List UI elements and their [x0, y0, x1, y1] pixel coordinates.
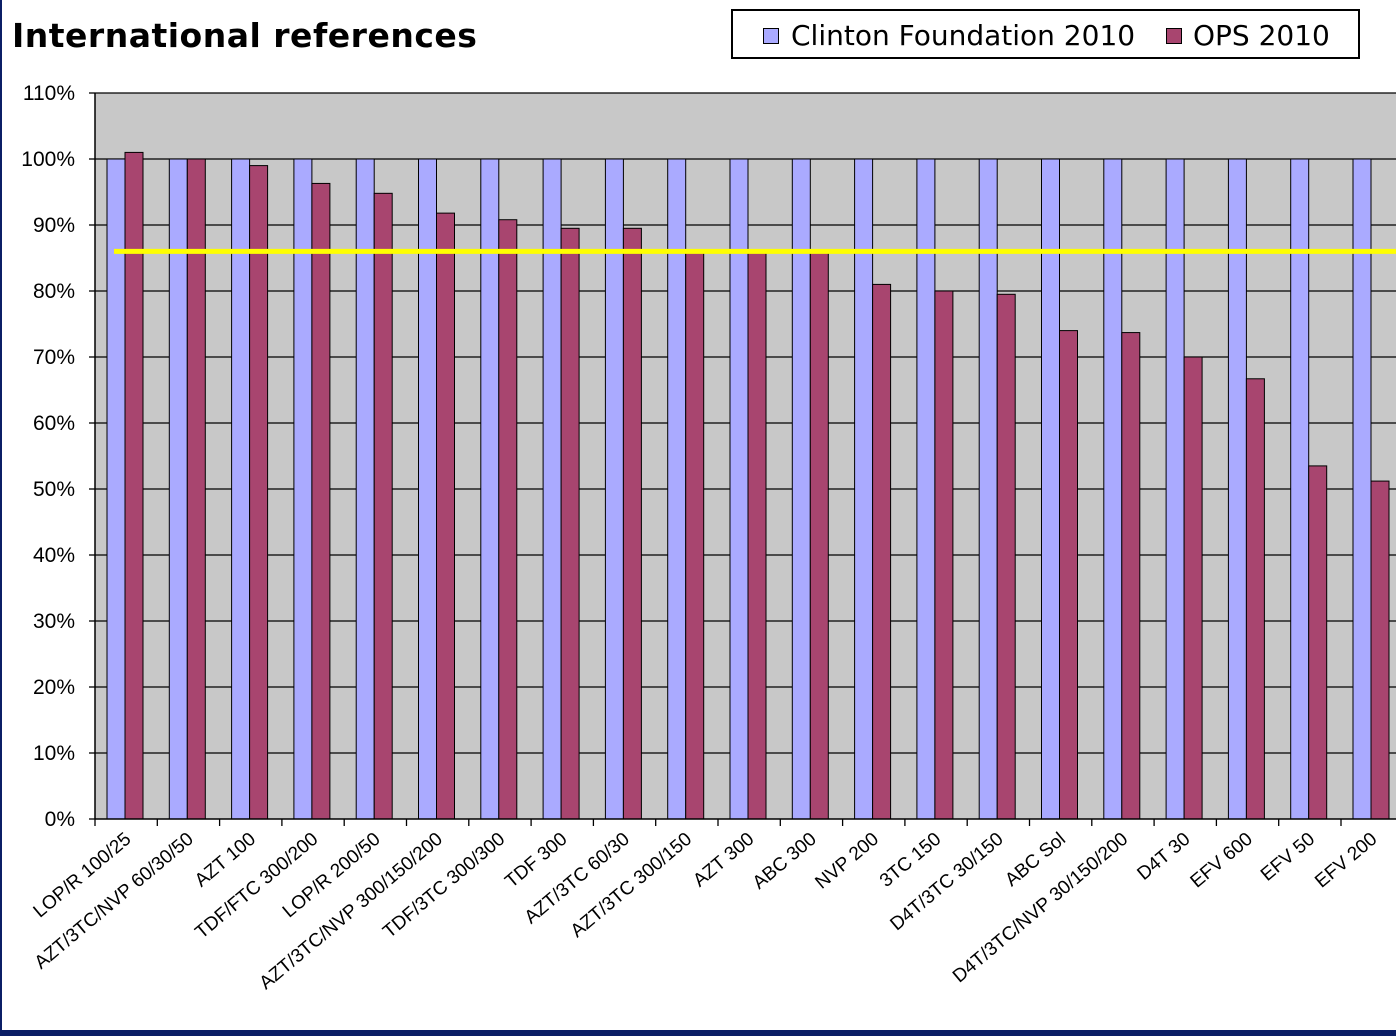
bar-clinton: [667, 158, 687, 820]
y-tick-label: 110%: [23, 82, 75, 105]
bar-clinton: [1227, 158, 1247, 820]
x-category-label: D4T/3TC 30/150: [886, 829, 1007, 935]
bar-clinton: [542, 158, 562, 820]
y-tick-label: 50%: [33, 478, 75, 501]
y-tick-label: 60%: [33, 412, 75, 435]
bar-clinton: [604, 158, 624, 820]
x-category-label: NVP 200: [811, 829, 882, 894]
bar-ops: [934, 290, 954, 820]
x-category-label: ABC 300: [749, 829, 821, 894]
bar-ops: [622, 227, 642, 820]
bar-clinton: [1103, 158, 1123, 820]
bar-ops: [747, 250, 767, 820]
y-tick-label: 0%: [45, 808, 75, 831]
bar-clinton: [729, 158, 749, 820]
y-tick-label: 70%: [33, 346, 75, 369]
bar-ops: [809, 250, 829, 820]
bar-ops: [311, 182, 331, 820]
bar-ops: [1183, 356, 1203, 820]
bar-clinton: [168, 158, 188, 820]
bar-clinton: [978, 158, 998, 820]
bar-ops: [560, 227, 580, 820]
slide-bottom-border: [0, 1030, 1396, 1036]
x-category-label: AZT/3TC 60/30: [521, 829, 634, 929]
y-tick-label: 40%: [33, 544, 75, 567]
bar-clinton: [106, 158, 126, 820]
y-tick-label: 100%: [21, 148, 75, 171]
bar-ops: [436, 212, 455, 820]
x-category-label: D4T 30: [1133, 829, 1194, 885]
bar-clinton: [1041, 158, 1060, 820]
legend-swatch-clinton: [763, 28, 779, 44]
legend-swatch-ops: [1166, 28, 1182, 44]
bar-ops: [373, 192, 393, 820]
bar-ops: [996, 293, 1016, 820]
x-category-label: EFV 200: [1311, 829, 1381, 893]
bar-ops: [1245, 378, 1265, 820]
bar-clinton: [418, 158, 437, 820]
bar-ops: [685, 250, 705, 820]
legend: Clinton Foundation 2010 OPS 2010: [731, 9, 1360, 59]
bar-ops: [498, 219, 518, 820]
bar-ops: [872, 283, 892, 820]
bar-ops: [1121, 332, 1141, 820]
bar-clinton: [791, 158, 811, 820]
bar-clinton: [1352, 158, 1372, 820]
bar-clinton: [1165, 158, 1185, 820]
y-tick-label: 80%: [33, 280, 75, 303]
bar-clinton: [355, 158, 375, 820]
y-tick-label: 10%: [33, 742, 75, 765]
bar-clinton: [480, 158, 500, 820]
x-category-label: AZT 300: [689, 829, 758, 892]
y-tick-label: 20%: [33, 676, 75, 699]
y-tick-label: 90%: [33, 214, 75, 237]
bar-ops: [1059, 330, 1078, 820]
bar-ops: [1370, 480, 1390, 820]
bar-clinton: [293, 158, 313, 820]
slide-left-border: [0, 0, 2, 1036]
chart-title: International references: [12, 16, 478, 55]
bar-clinton: [854, 158, 874, 820]
bar-ops: [249, 165, 269, 820]
bar-clinton: [916, 158, 936, 820]
bar-ops: [1308, 465, 1328, 820]
legend-label-ops: OPS 2010: [1193, 19, 1330, 52]
bar-clinton: [231, 158, 251, 820]
bar-ops: [186, 158, 206, 820]
legend-label-clinton: Clinton Foundation 2010: [791, 19, 1136, 52]
x-category-label: EFV 50: [1257, 829, 1319, 886]
bar-clinton: [1290, 158, 1310, 820]
y-tick-label: 30%: [33, 610, 75, 633]
x-category-label: EFV 600: [1187, 829, 1257, 893]
